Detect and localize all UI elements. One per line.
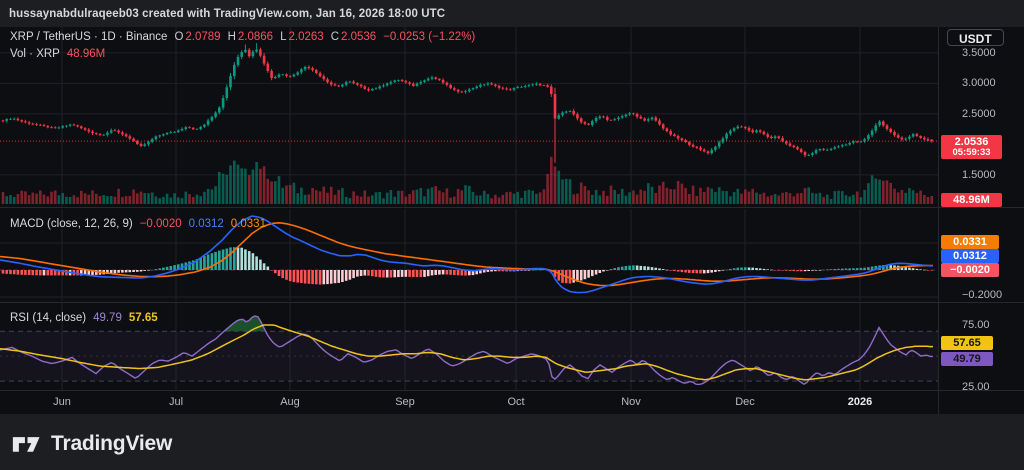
scale-divider	[938, 27, 939, 414]
symbol-title: XRP / TetherUS · 1D · Binance	[10, 31, 168, 43]
rsi-pane-canvas[interactable]	[0, 303, 938, 390]
low-value: 2.0263	[288, 31, 324, 43]
tradingview-logo-text: TradingView	[51, 432, 173, 455]
macd-line-value: 0.0312	[188, 218, 224, 230]
time-axis-label: Aug	[280, 396, 300, 408]
rsi-value: 49.79	[93, 312, 122, 324]
change-value: −0.0253 (−1.22%)	[383, 31, 476, 43]
rsi-legend[interactable]: RSI (14, close) 49.79 57.65	[10, 312, 158, 324]
time-axis-label: Dec	[735, 396, 755, 408]
top-attribution-bar: hussaynabdulraqeeb03 created with Tradin…	[0, 0, 1024, 27]
rsi-value-label: 49.79	[941, 352, 993, 366]
macd-hist-value: −0.0020	[139, 218, 182, 230]
current-price-value: 2.0536	[954, 136, 989, 148]
open-value: 2.0789	[185, 31, 221, 43]
time-axis-label: Jul	[168, 396, 184, 408]
axis-tick-label: 1.5000	[962, 169, 996, 181]
macd-hist-label: −0.0020	[941, 263, 999, 277]
volume-value: 48.96M	[66, 48, 106, 60]
volume-legend[interactable]: Vol · XRP 48.96M	[10, 48, 105, 60]
axis-tick-label: −0.2000	[962, 289, 1003, 301]
axis-tick-label: 3.5000	[962, 47, 996, 59]
axis-tick-label: 2.5000	[962, 108, 996, 120]
time-axis-label: Sep	[395, 396, 415, 408]
rsi-title: RSI (14, close)	[10, 312, 87, 324]
tradingview-logo[interactable]: TradingView	[12, 431, 172, 457]
rsi-ma-value: 57.65	[128, 312, 158, 324]
rsi-ma-label: 57.65	[941, 336, 993, 350]
close-value: 2.0536	[341, 31, 377, 43]
time-axis-label: Oct	[507, 396, 525, 408]
volume-value-label: 48.96M	[941, 193, 1002, 207]
symbol-legend[interactable]: XRP / TetherUS · 1D · Binance O 2.0789 H…	[10, 31, 475, 43]
macd-line-label: 0.0312	[941, 249, 999, 263]
macd-legend[interactable]: MACD (close, 12, 26, 9) −0.0020 0.0312 0…	[10, 218, 266, 230]
axis-divider	[0, 390, 1024, 391]
pane-divider[interactable]	[0, 207, 1024, 208]
macd-signal-value: 0.0331	[230, 218, 266, 230]
time-axis-label: Jun	[53, 396, 71, 408]
current-price-label: 2.0536 05:59:33	[941, 135, 1002, 159]
pane-divider[interactable]	[0, 302, 1024, 303]
volume-title: Vol · XRP	[10, 48, 60, 60]
macd-title: MACD (close, 12, 26, 9)	[10, 218, 133, 230]
open-label: O	[174, 31, 184, 43]
currency-toggle-button[interactable]: USDT	[947, 29, 1004, 46]
time-axis-label: Nov	[621, 396, 641, 408]
axis-tick-label: 75.00	[962, 319, 990, 331]
axis-tick-label: 3.0000	[962, 77, 996, 89]
time-axis[interactable]: Jun Jul Aug Sep Oct Nov Dec 2026	[0, 391, 1024, 414]
attribution-text: hussaynabdulraqeeb03 created with Tradin…	[9, 7, 446, 20]
macd-pane-canvas[interactable]	[0, 209, 938, 301]
high-label: H	[227, 31, 236, 43]
macd-signal-label: 0.0331	[941, 235, 999, 249]
high-value: 2.0866	[237, 31, 274, 43]
bottom-bar	[0, 414, 1024, 470]
tradingview-logo-icon	[12, 437, 40, 452]
close-label: C	[330, 31, 339, 43]
bar-countdown: 05:59:33	[952, 147, 991, 158]
low-label: L	[280, 31, 287, 43]
price-pane-canvas[interactable]	[0, 27, 938, 207]
time-axis-label: 2026	[847, 396, 873, 408]
